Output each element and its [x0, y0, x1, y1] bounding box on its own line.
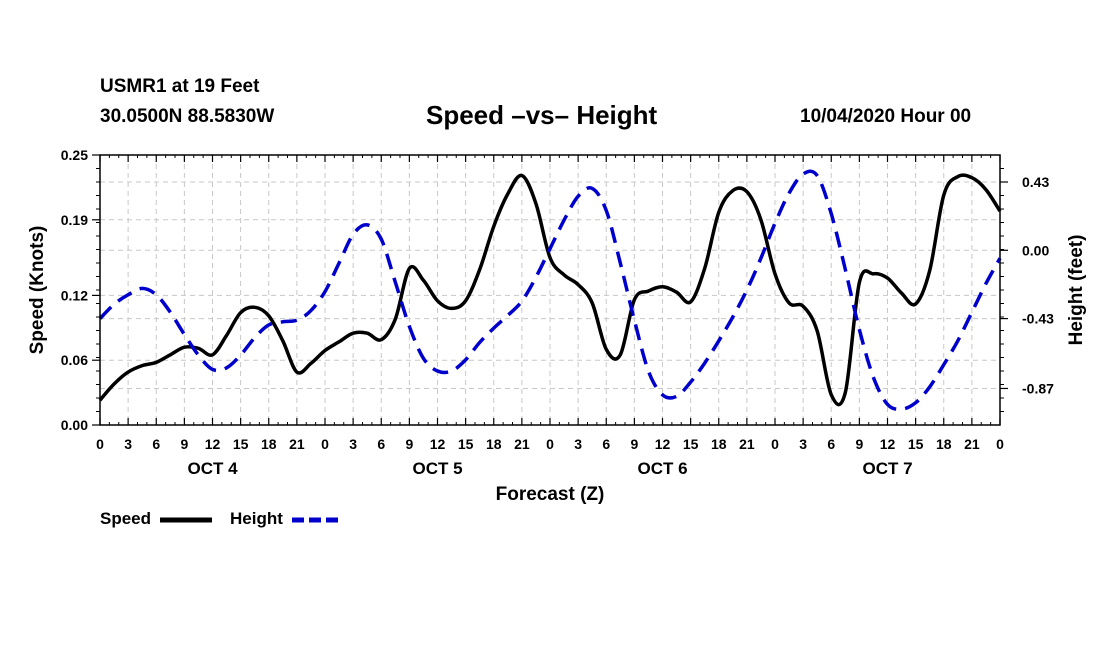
x-tick-label: 12: [205, 436, 221, 452]
chart-title: Speed –vs– Height: [426, 100, 658, 130]
x-tick-label: 18: [936, 436, 952, 452]
x-tick-label: 18: [486, 436, 502, 452]
station-coordinates: 30.0500N 88.5830W: [100, 106, 275, 127]
speed-line: [98, 173, 1002, 407]
x-tick-label: 15: [683, 436, 699, 452]
x-tick-label: 0: [321, 436, 329, 452]
x-tick-label: 0: [996, 436, 1004, 452]
x-tick-label: 3: [349, 436, 357, 452]
day-label: OCT 5: [412, 459, 462, 478]
series-lines: [98, 169, 1002, 411]
x-tick-label: 9: [180, 436, 188, 452]
x-tick-label: 9: [405, 436, 413, 452]
x-axis-label: Forecast (Z): [496, 484, 605, 505]
day-label: OCT 6: [637, 459, 687, 478]
x-tick-label: 12: [430, 436, 446, 452]
x-tick-label: 0: [771, 436, 779, 452]
y-axis-left-label: Speed (Knots): [27, 226, 48, 355]
y-right-tick-label: 0.00: [1022, 242, 1049, 258]
x-tick-label: 12: [655, 436, 671, 452]
x-tick-label: 6: [152, 436, 160, 452]
x-tick-label: 6: [827, 436, 835, 452]
y-left-tick-label: 0.12: [61, 287, 88, 303]
x-tick-label: 0: [546, 436, 554, 452]
x-tick-label: 0: [96, 436, 104, 452]
y-left-tick-label: 0.19: [61, 212, 88, 228]
y-right-tick-label: -0.43: [1022, 311, 1054, 327]
x-tick-label: 3: [124, 436, 132, 452]
x-tick-label: 15: [908, 436, 924, 452]
x-tick-label: 3: [799, 436, 807, 452]
grid: [100, 155, 1000, 425]
x-tick-label: 21: [289, 436, 305, 452]
x-tick-label: 3: [574, 436, 582, 452]
y-right-tick-label: 0.43: [1022, 174, 1049, 190]
y-axis-right-label: Height (feet): [1066, 235, 1087, 346]
x-tick-label: 18: [711, 436, 727, 452]
x-tick-label: 15: [233, 436, 249, 452]
forecast-datetime: 10/04/2020 Hour 00: [800, 106, 972, 127]
legend-height-label: Height: [230, 509, 283, 528]
y-right-tick-label: -0.87: [1022, 380, 1054, 396]
x-tick-label: 6: [602, 436, 610, 452]
station-label: USMR1 at 19 Feet: [100, 76, 260, 97]
x-tick-label: 18: [261, 436, 277, 452]
y-left-tick-label: 0.25: [61, 147, 88, 163]
y-left-tick-label: 0.00: [61, 417, 88, 433]
y-left-tick-label: 0.06: [61, 352, 88, 368]
x-tick-label: 15: [458, 436, 474, 452]
day-label: OCT 7: [862, 459, 912, 478]
axes: 0 3 6 9 12 15 18 21 0 3 6 9 12 15 18 21 0 3 6 9 12 15 18 21 0 3 6 9…: [61, 147, 1054, 478]
x-tick-label: 6: [377, 436, 385, 452]
legend-speed-label: Speed: [100, 509, 152, 528]
x-tick-label: 21: [514, 436, 530, 452]
height-line: [98, 169, 1002, 411]
x-tick-label: 21: [964, 436, 980, 452]
x-tick-label: 9: [855, 436, 863, 452]
x-tick-label: 21: [739, 436, 755, 452]
x-tick-label: 9: [630, 436, 638, 452]
x-tick-label: 12: [880, 436, 896, 452]
day-label: OCT 4: [187, 459, 238, 478]
